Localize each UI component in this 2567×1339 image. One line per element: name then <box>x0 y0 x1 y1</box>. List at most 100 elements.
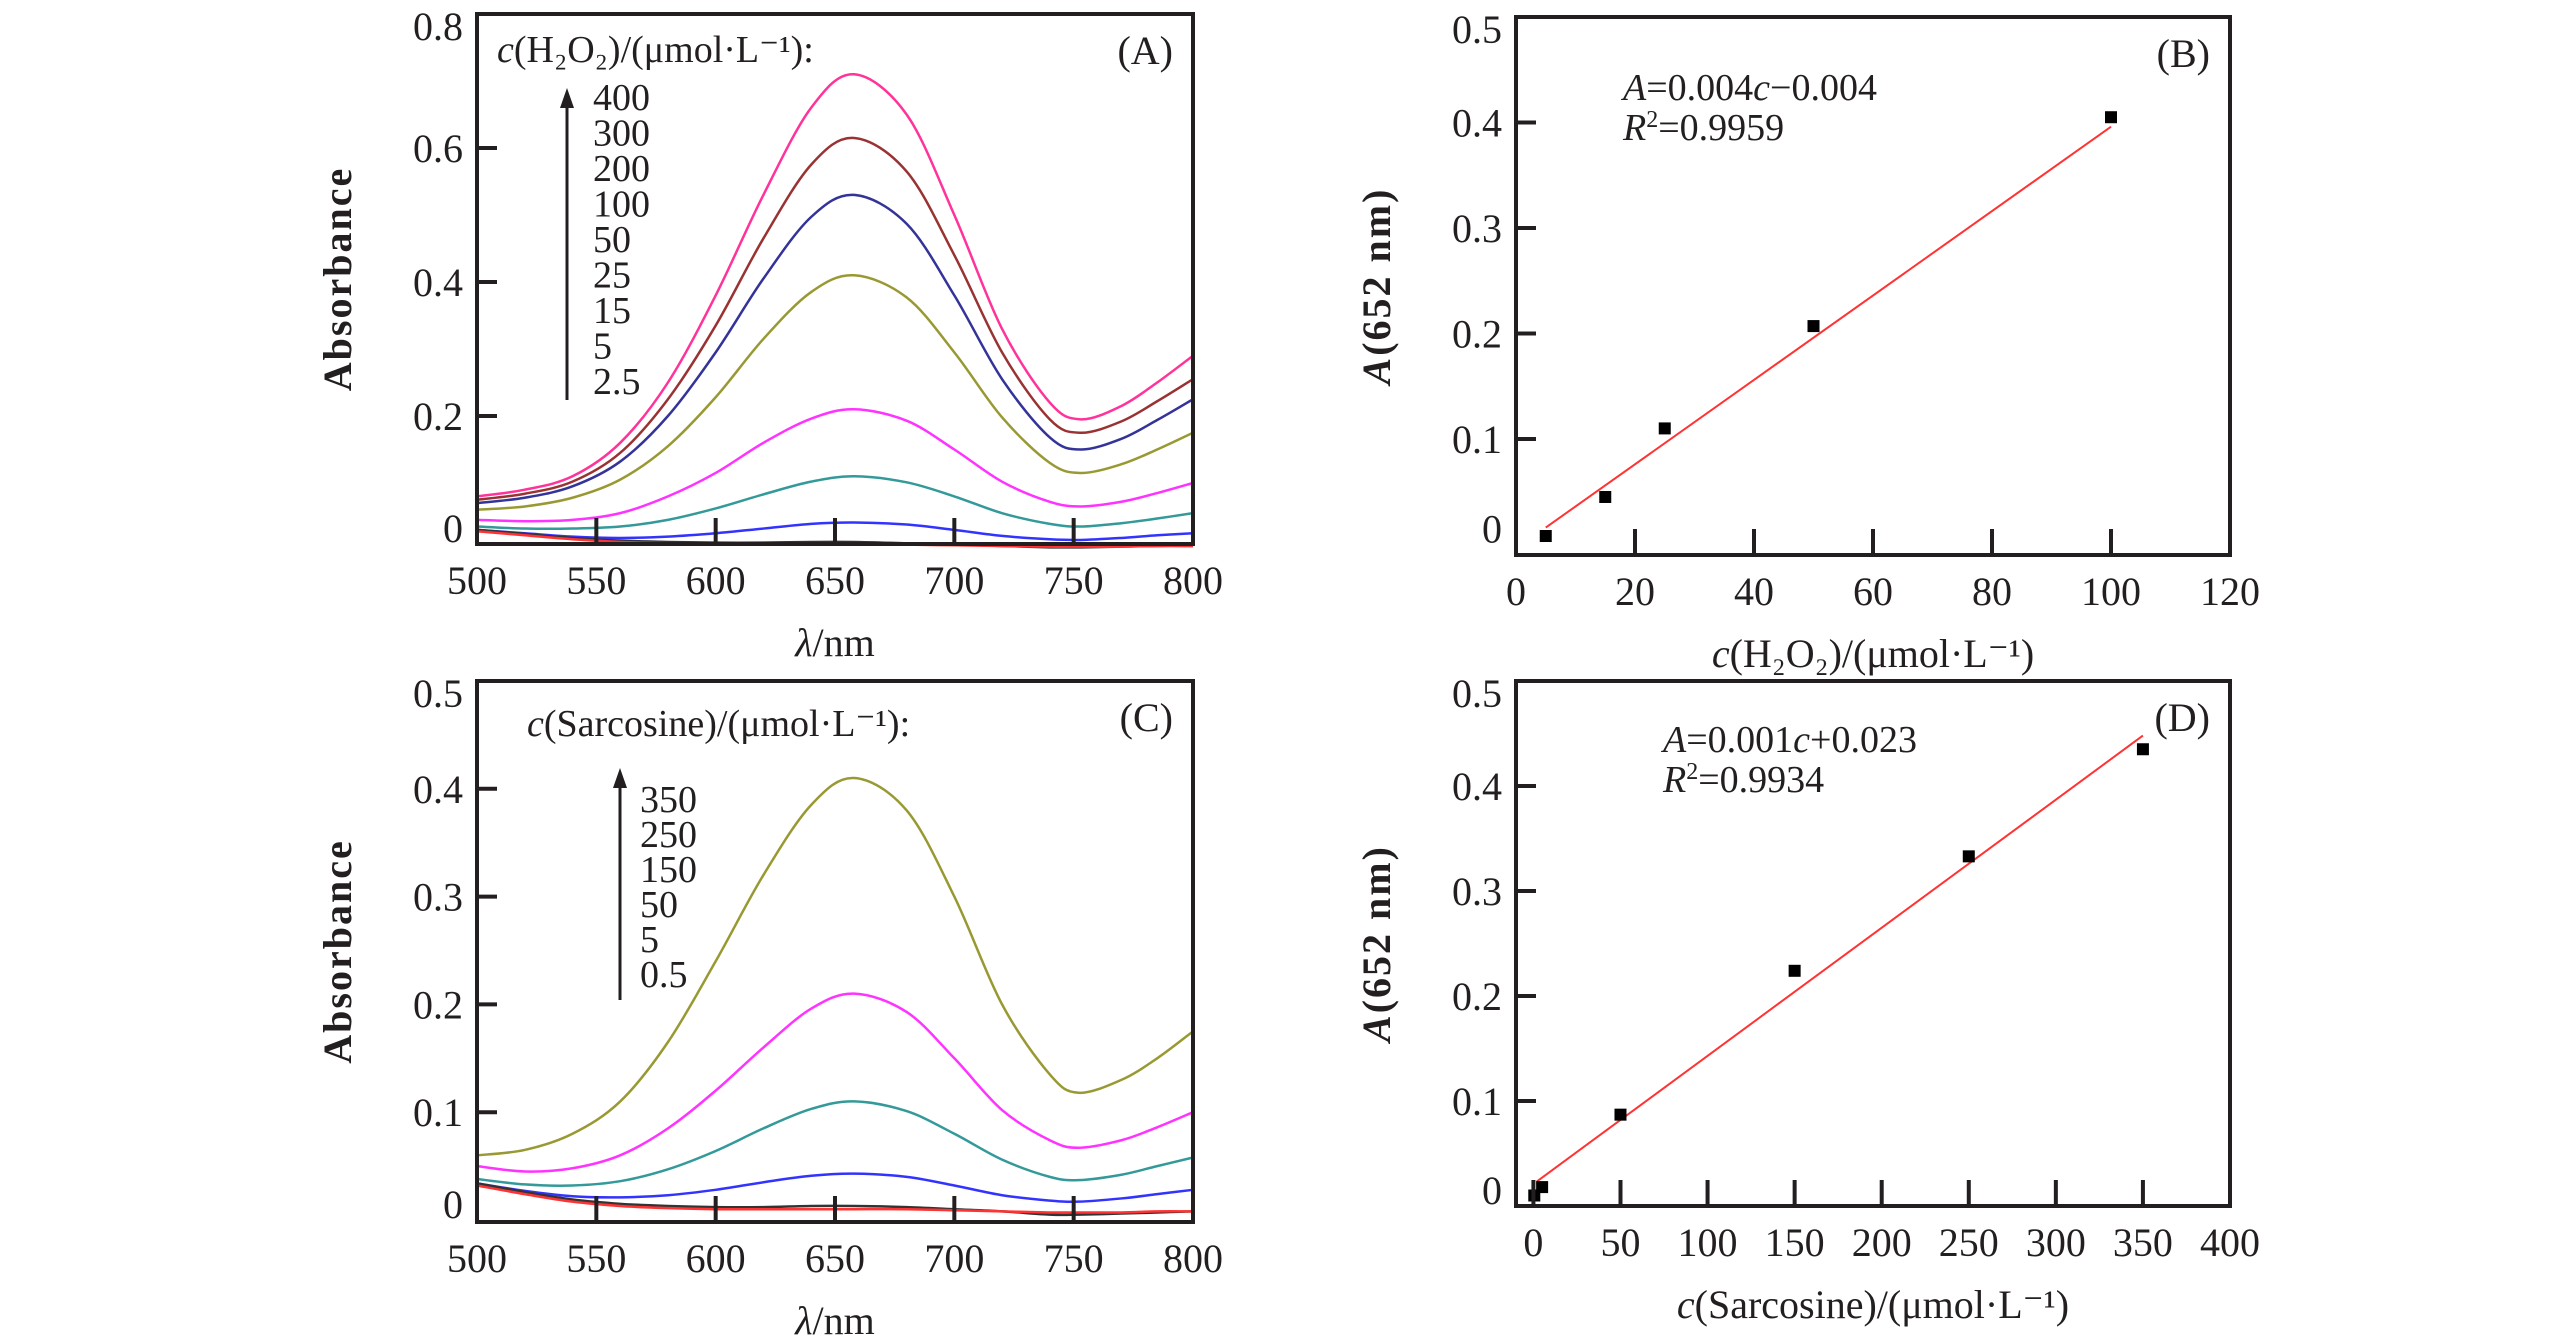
eq-c: c <box>1793 719 1810 761</box>
data-point <box>1599 490 1612 503</box>
panel-d-y-ticks: 0 0.1 0.2 0.3 0.4 0.5 <box>1452 671 1536 1213</box>
r2-sup: 2 <box>1686 759 1698 785</box>
eq-rest: −0.004 <box>1770 67 1877 109</box>
x-tick-label: 800 <box>1163 558 1223 603</box>
y-tick-label: 0.6 <box>413 126 463 171</box>
panel-c-legend-up-arrow-icon <box>613 768 627 1000</box>
legend-item-5: 5 <box>593 326 612 368</box>
legend-item-100: 100 <box>593 184 650 226</box>
panel-d-r-squared: R2=0.9934 <box>1662 759 1824 801</box>
x-tick-label: 40 <box>1734 569 1774 614</box>
y-tick-label: 0.4 <box>413 260 463 305</box>
x-tick-label: 100 <box>2081 569 2141 614</box>
panel-b-tag: (B) <box>2157 31 2210 76</box>
panel-b-fit-line <box>1545 125 2112 529</box>
x-tick-label: 400 <box>2200 1220 2260 1265</box>
spectrum-curve-50 <box>476 1172 1194 1204</box>
panel-a-curves <box>476 73 1194 549</box>
panel-a-y-ticks: 0 0.2 0.4 0.6 0.8 <box>413 4 497 551</box>
legend-item-15: 15 <box>593 290 631 332</box>
legend-item-2-5: 2.5 <box>593 361 641 403</box>
panel-c-y-ticks: 0 0.1 0.2 0.3 0.4 0.5 <box>413 671 497 1227</box>
panel-c-x-ticks: 500 550 600 650 700 750 800 <box>447 1196 1223 1281</box>
x-tick-label: 80 <box>1972 569 2012 614</box>
data-point <box>1807 320 1820 333</box>
y-tick-label: 0.4 <box>413 767 463 812</box>
data-point <box>2136 743 2149 756</box>
x-tick-label: 550 <box>566 1236 626 1281</box>
x-tick-label: 20 <box>1615 569 1655 614</box>
x-tick-label: 700 <box>924 558 984 603</box>
y-tick-label: 0.1 <box>1452 417 1502 462</box>
spectrum-curve-350 <box>476 776 1194 1157</box>
panel-b-xlabel-c: c <box>1712 631 1730 676</box>
panel-c-x-axis-title: λ/nm <box>794 1298 875 1339</box>
linear-fit-line <box>1545 125 2112 529</box>
panel-a-legend-up-arrow-icon <box>560 88 574 400</box>
r2-rest: =0.9934 <box>1698 759 1824 801</box>
arrow-head <box>613 768 627 788</box>
panel-d-plot-frame <box>1514 679 2232 1208</box>
panel-d-tag: (D) <box>2154 695 2210 740</box>
spectrum-curve-5 <box>476 1182 1194 1217</box>
panel-d-y-axis-title: A(652 nm) <box>1354 845 1399 1045</box>
y-tick-label: 0.5 <box>1452 671 1502 716</box>
panel-a-x-axis-title: λ/nm <box>794 620 875 665</box>
spectrum-curve-50 <box>476 408 1194 523</box>
y-tick-label: 0.4 <box>1452 764 1502 809</box>
x-tick-label: 650 <box>805 558 865 603</box>
data-point <box>1788 964 1801 977</box>
x-tick-label: 500 <box>447 1236 507 1281</box>
spectrum-curve-300 <box>476 136 1194 501</box>
y-tick-label: 0 <box>1482 1168 1502 1213</box>
panel-b-data-points <box>1539 111 2117 543</box>
panel-b-h2o2-calibration: 0 20 40 60 80 100 120 00.10.20.30.40.5 c(H₂O₂)… <box>1354 7 2260 676</box>
panel-b-x-ticks: 0 20 40 60 80 100 120 <box>1506 529 2260 614</box>
legend-item-25: 25 <box>593 255 631 297</box>
panel-a-x-ticks: 500 550 600 650 700 750 800 <box>447 518 1223 603</box>
panel-c-plot-frame <box>475 679 1195 1224</box>
legend-item-250: 250 <box>640 814 697 856</box>
y-tick-label: 0.5 <box>413 671 463 716</box>
x-tick-label: 650 <box>805 1236 865 1281</box>
y-tick-label: 0.1 <box>413 1090 463 1135</box>
x-tick-label: 50 <box>1600 1220 1640 1265</box>
data-point <box>1539 530 1552 543</box>
spectrum-curve-15 <box>476 521 1194 542</box>
spectrum-curve-200 <box>476 193 1194 505</box>
data-point <box>1658 422 1671 435</box>
panel-c-curves <box>476 776 1194 1217</box>
panel-c-legend-title: c(Sarcosine)/(μmol·L⁻¹): <box>527 703 910 745</box>
panel-a-xlabel-lambda: λ <box>794 620 812 665</box>
panel-d-x-axis-title: c(Sarcosine)/(μmol·L⁻¹) <box>1677 1282 2069 1327</box>
x-tick-label: 60 <box>1853 569 1893 614</box>
eq-a: A <box>1620 67 1647 109</box>
r2-r: R <box>1622 107 1646 149</box>
y-tick-label: 0.4 <box>1452 100 1502 145</box>
spectrum-curve-0-5 <box>476 1184 1194 1214</box>
x-tick-label: 750 <box>1044 558 1104 603</box>
x-tick-label: 700 <box>924 1236 984 1281</box>
y-tick-label: 0.3 <box>1452 869 1502 914</box>
panel-d-x-ticks: 0 50 100 150 200 250 300 350 400 <box>1523 1180 2260 1265</box>
panel-c-legend-title-c: c <box>527 703 544 745</box>
legend-item-300: 300 <box>593 113 650 155</box>
data-point <box>1536 1181 1549 1194</box>
panel-c-xlabel-lambda: λ <box>794 1298 812 1339</box>
panel-c-xlabel-unit: /nm <box>813 1298 875 1339</box>
x-tick-label: 500 <box>447 558 507 603</box>
panel-d-data-points <box>1528 743 2149 1202</box>
panel-c-uv-vis-sarcosine: 500 550 600 650 700 750 800 0 0.1 0.2 0.3 0.4 0.5 λ… <box>315 671 1223 1339</box>
x-tick-label: 200 <box>1852 1220 1912 1265</box>
linear-fit-line <box>1536 734 2144 1183</box>
panel-b-fit-equation: A=0.004c−0.004 <box>1620 67 1877 109</box>
panel-a-legend-title: c(H₂O₂)/(μmol·L⁻¹): <box>497 29 814 71</box>
y-tick-label: 0 <box>443 506 463 551</box>
panel-c-legend-title-rest: (Sarcosine)/(μmol·L⁻¹): <box>544 703 910 745</box>
panel-b-y-axis-title: A(652 nm) <box>1354 188 1399 388</box>
x-tick-label: 600 <box>686 558 746 603</box>
x-tick-label: 250 <box>1939 1220 1999 1265</box>
x-tick-label: 800 <box>1163 1236 1223 1281</box>
